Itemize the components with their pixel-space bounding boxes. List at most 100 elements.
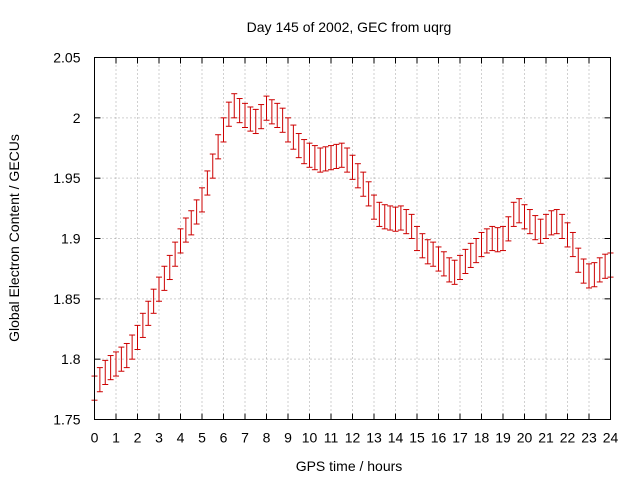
y-tick-label: 1.9: [61, 231, 81, 247]
data-point: [328, 145, 334, 171]
data-point: [102, 359, 109, 386]
data-point: [526, 209, 533, 235]
data-point: [199, 187, 205, 213]
y-tick-label: 2: [73, 110, 81, 126]
data-point: [118, 346, 125, 372]
data-point: [172, 241, 179, 267]
data-point: [596, 257, 603, 283]
data-point: [161, 265, 168, 291]
data-point: [559, 213, 566, 239]
data-point: [494, 227, 501, 253]
data-point: [156, 276, 162, 302]
data-point: [548, 210, 555, 236]
data-point: [188, 210, 195, 236]
data-point: [537, 218, 544, 244]
data-point: [543, 213, 549, 239]
x-tick-label: 11: [324, 430, 339, 446]
data-point: [150, 288, 157, 314]
x-tick-label: 9: [284, 430, 292, 446]
data-point: [381, 204, 388, 230]
data-point: [376, 201, 383, 227]
data-point: [392, 206, 399, 232]
data-point: [500, 225, 506, 252]
data-point: [301, 139, 308, 165]
data-point: [263, 95, 270, 121]
data-point: [591, 262, 598, 288]
data-point: [510, 201, 517, 227]
x-tick-label: 16: [431, 430, 447, 446]
data-point: [134, 324, 141, 351]
y-axis-title: Global Electron Content / GECUs: [6, 134, 22, 342]
data-point: [532, 215, 539, 241]
data-point: [145, 300, 152, 326]
data-point: [268, 99, 275, 125]
data-point: [322, 146, 329, 172]
data-point: [451, 259, 458, 285]
data-point: [473, 238, 480, 264]
data-point: [371, 194, 377, 220]
data-point: [225, 101, 232, 127]
data-point: [446, 257, 453, 283]
y-tick-labels: 1.75 1.8 1.85 1.9 1.95 2 2.05: [53, 50, 80, 428]
data-point: [478, 231, 485, 258]
x-tick-label: 13: [366, 430, 382, 446]
chart-title: Day 145 of 2002, GEC from uqrg: [247, 19, 452, 35]
data-point: [123, 342, 130, 369]
y-tick-label: 2.05: [53, 50, 80, 66]
data-point: [569, 231, 576, 258]
x-axis-title: GPS time / hours: [296, 458, 403, 474]
data-point: [360, 171, 367, 197]
data-point: [440, 251, 447, 277]
data-point: [521, 204, 528, 230]
x-tick-label: 23: [581, 430, 597, 446]
data-point: [344, 147, 351, 173]
data-point: [215, 134, 222, 160]
data-point: [333, 143, 340, 170]
data-point: [424, 239, 431, 265]
x-tick-label: 7: [241, 430, 249, 446]
data-point: [209, 153, 216, 179]
x-tick-label: 14: [388, 430, 404, 446]
data-point: [349, 154, 356, 180]
data-point: [220, 117, 227, 143]
x-tick-label: 1: [112, 430, 120, 446]
data-point: [279, 107, 286, 133]
x-tick-label: 20: [517, 430, 533, 446]
data-point: [580, 258, 587, 284]
data-point: [516, 198, 523, 224]
data-point: [231, 93, 238, 119]
data-point: [338, 142, 345, 168]
x-tick-label: 15: [409, 430, 425, 446]
error-bars: [91, 93, 614, 401]
data-point: [107, 355, 114, 381]
x-tick-labels: 0 1 2 3 4 5 6 7 8 9 10 11 12 13 14 15 16 17 18 19 20 21 22 23 24: [91, 430, 619, 446]
data-point: [274, 102, 281, 128]
data-point: [242, 102, 248, 128]
data-point: [204, 170, 211, 196]
data-point: [602, 253, 609, 279]
data-point: [317, 147, 324, 173]
plot-frame: [94, 57, 611, 420]
x-tick-label: 18: [474, 430, 490, 446]
grid: [94, 57, 611, 420]
data-point: [553, 209, 560, 235]
data-point: [193, 199, 200, 225]
y-tick-label: 1.85: [53, 291, 80, 307]
x-tick-label: 5: [198, 430, 206, 446]
x-tick-label: 21: [538, 430, 554, 446]
x-tick-label: 17: [452, 430, 468, 446]
y-tick-label: 1.75: [53, 412, 80, 428]
data-point: [285, 117, 291, 143]
data-point: [430, 241, 437, 267]
data-point: [177, 228, 184, 254]
data-point: [182, 217, 189, 243]
x-tick-label: 2: [134, 430, 142, 446]
data-point: [397, 205, 404, 231]
data-point: [129, 334, 136, 360]
data-point: [311, 145, 318, 171]
data-point: [462, 248, 469, 274]
data-point: [306, 142, 313, 168]
data-point: [419, 233, 426, 259]
data-point: [252, 108, 259, 135]
x-tick-label: 24: [603, 430, 619, 446]
